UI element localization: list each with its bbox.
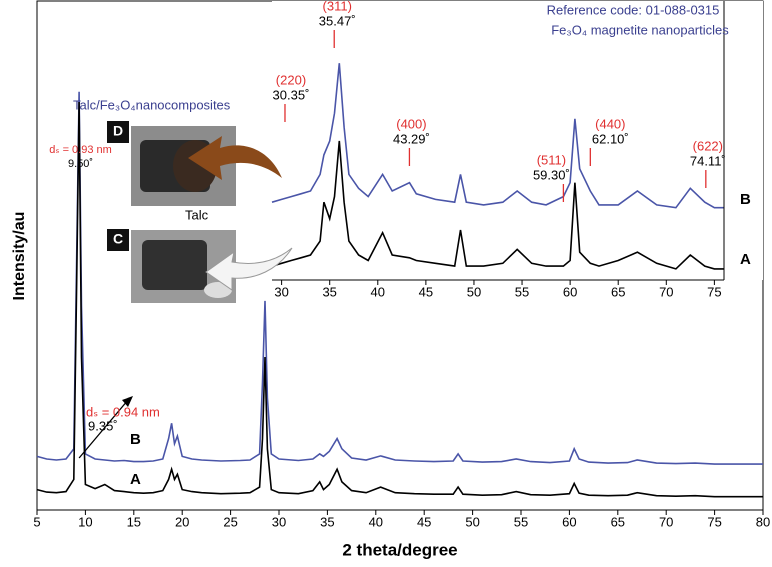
x-tick-label: 40 (371, 284, 385, 299)
inset-background (272, 1, 763, 280)
x-tick-label: 40 (369, 514, 383, 529)
peak-hkl: (400) (396, 116, 426, 131)
x-tick-label: 15 (127, 514, 141, 529)
series-line (36, 91, 763, 465)
arrow-head (122, 396, 133, 407)
series-line (271, 63, 724, 209)
inset-title: Fe₃O₄ magnetite nanoparticles (551, 22, 729, 37)
photo-tag: D (113, 123, 123, 139)
x-tick-label: 75 (707, 514, 721, 529)
photos (131, 126, 293, 303)
peak-hkl: (511) (537, 152, 566, 167)
x-tick-label: 45 (417, 514, 431, 529)
peak-label: 43.29˚ (393, 131, 430, 146)
photo-tag-box (107, 121, 129, 143)
peak-hkl: (622) (693, 138, 723, 153)
x-tick-label: 10 (78, 514, 92, 529)
peak-label: 59.30˚ (533, 167, 570, 182)
x-tick-label: 65 (611, 284, 625, 299)
series-line (36, 101, 763, 498)
x-tick-label: 80 (756, 514, 770, 529)
x-tick-label: 45 (419, 284, 433, 299)
photo-caption: Talc/Fe₃O₄nanocomposites (73, 97, 231, 112)
x-tick-label: 50 (465, 514, 479, 529)
photo-caption: Talc (185, 207, 209, 222)
series-line (271, 140, 724, 270)
x-tick-label: 55 (514, 514, 528, 529)
peak-hkl: (311) (323, 0, 352, 13)
peak-label: 30.35˚ (273, 87, 310, 102)
peak-label: 35.47˚ (319, 13, 356, 28)
legend-label: A (130, 471, 141, 488)
legend-label: A (740, 251, 751, 268)
x-tick-label: 70 (659, 284, 673, 299)
x-tick-label: 20 (175, 514, 189, 529)
peak-label: 62.10˚ (592, 131, 629, 146)
photo-c-sample (142, 240, 207, 290)
x-tick-label: 55 (515, 284, 529, 299)
arrow-c (205, 247, 293, 291)
x-tick-label: 60 (563, 284, 577, 299)
x-tick-label: 30 (274, 284, 288, 299)
x-tick-label: 35 (320, 514, 334, 529)
x-tick-label: 75 (707, 284, 721, 299)
annotation-label: 9.35˚ (88, 418, 118, 433)
x-tick-label: 30 (272, 514, 286, 529)
x-tick-label: 50 (467, 284, 481, 299)
peak-label: 74.11˚ (690, 153, 726, 168)
photo-c-powder (204, 282, 232, 298)
y-axis-label: Intensity/au (11, 212, 28, 301)
x-tick-label: 60 (562, 514, 576, 529)
x-axis-label: 2 theta/degree (342, 540, 457, 559)
annotation-label: 9.50˚ (68, 158, 93, 170)
arrow-d (188, 136, 282, 180)
peak-hkl: (440) (595, 116, 625, 131)
peak-hkl: (220) (276, 72, 306, 87)
x-tick-label: 35 (322, 284, 336, 299)
photo-tag-box (107, 229, 129, 251)
annotation-spacing: dₛ = 0.93 nm (49, 144, 112, 156)
inset-subtitle: Reference code: 01-088-0315 (547, 2, 720, 17)
x-tick-label: 65 (611, 514, 625, 529)
x-tick-label: 25 (223, 514, 237, 529)
photo-tag: C (113, 231, 123, 247)
x-tick-label: 5 (33, 514, 40, 529)
annotation-spacing: dₛ = 0.94 nm (86, 404, 160, 419)
legend-label: B (130, 431, 141, 448)
annotation-arrow (78, 399, 129, 459)
legend-label: B (740, 191, 751, 208)
x-tick-label: 70 (659, 514, 673, 529)
